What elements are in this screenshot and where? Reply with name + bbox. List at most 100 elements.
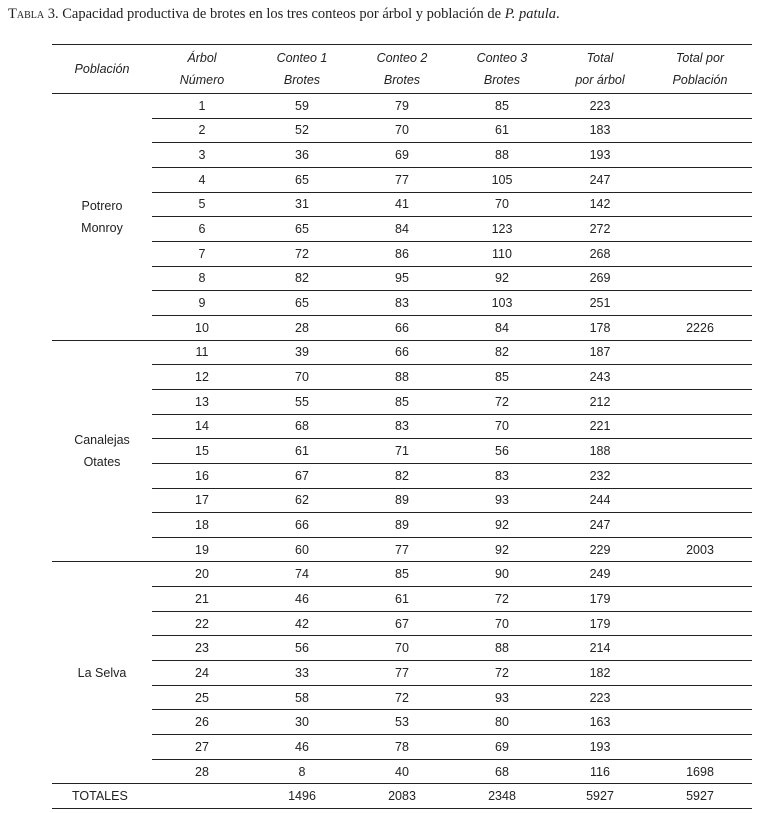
table-row: 16 67 82 83 232 xyxy=(52,463,752,489)
table-cell: 247 xyxy=(552,167,648,193)
table-cell: 11 xyxy=(152,340,252,366)
table-cell: 56 xyxy=(252,635,352,662)
table-cell: 249 xyxy=(552,561,648,588)
column-header-line: Brotes xyxy=(383,73,421,87)
population-total-cell xyxy=(648,463,752,489)
table-cell: 83 xyxy=(452,463,552,489)
table-cell: 46 xyxy=(252,734,352,760)
totals-cell: 5927 xyxy=(552,783,648,810)
table-cell: 82 xyxy=(352,463,452,489)
column-header: Conteo 3 Brotes xyxy=(452,44,552,94)
table-cell: 26 xyxy=(152,709,252,736)
table-cell: 68 xyxy=(252,414,352,440)
table-cell: 9 xyxy=(152,290,252,316)
population-total-cell xyxy=(648,216,752,242)
population-name: Potrero xyxy=(81,198,123,213)
table-cell: 88 xyxy=(452,635,552,662)
table-cell: 269 xyxy=(552,266,648,292)
table-cell: 8 xyxy=(252,759,352,785)
table-cell: 61 xyxy=(252,438,352,464)
population-total-cell: 1698 xyxy=(648,759,752,785)
table-cell: 95 xyxy=(352,266,452,292)
table-cell: 179 xyxy=(552,586,648,612)
table-cell: 20 xyxy=(152,561,252,588)
table-cell: 85 xyxy=(452,93,552,119)
table-cell: 82 xyxy=(252,266,352,292)
table-row: 21 46 61 72 179 xyxy=(52,586,752,612)
table-cell: 221 xyxy=(552,414,648,440)
table-cell: 52 xyxy=(252,118,352,144)
table-row: 3 36 69 88 193 xyxy=(52,142,752,168)
table-cell: 17 xyxy=(152,488,252,514)
column-header-line: Población xyxy=(672,73,728,87)
table-cell: 183 xyxy=(552,118,648,144)
population-total-cell xyxy=(648,561,752,588)
table-cell: 179 xyxy=(552,611,648,637)
table-cell: 243 xyxy=(552,364,648,390)
table-cell: 67 xyxy=(352,611,452,637)
table-cell: 65 xyxy=(252,216,352,242)
population-total-cell xyxy=(648,290,752,316)
table-cell: 21 xyxy=(152,586,252,612)
table-cell: 60 xyxy=(252,537,352,563)
table-cell: 105 xyxy=(452,167,552,193)
population-total-cell xyxy=(648,734,752,760)
column-header-line: Brotes xyxy=(283,73,321,87)
table-cell: 69 xyxy=(452,734,552,760)
table-cell: 4 xyxy=(152,167,252,193)
data-table: Población Árbol Número Conteo 1 Brotes Conteo… xyxy=(52,44,752,810)
table-cell: 78 xyxy=(352,734,452,760)
table-cell: 72 xyxy=(352,685,452,711)
table-cell: 247 xyxy=(552,512,648,538)
table-cell: 272 xyxy=(552,216,648,242)
column-header-line: Brotes xyxy=(483,73,521,87)
table-row: 17 62 89 93 244 xyxy=(52,488,752,514)
table-cell: 41 xyxy=(352,192,452,218)
table-row: 19 60 77 92 229 2003 xyxy=(52,537,752,563)
table-cell: 70 xyxy=(252,364,352,390)
table-cell: 88 xyxy=(452,142,552,168)
table-cell: 62 xyxy=(252,488,352,514)
table-cell: 82 xyxy=(452,340,552,366)
table-cell: 93 xyxy=(452,685,552,711)
table-cell: 187 xyxy=(552,340,648,366)
table-cell: 79 xyxy=(352,93,452,119)
table-cell: 77 xyxy=(352,660,452,686)
table-cell: 89 xyxy=(352,512,452,538)
table-cell: 65 xyxy=(252,167,352,193)
table-cell: 72 xyxy=(452,660,552,686)
population-total-cell xyxy=(648,512,752,538)
table-cell: 65 xyxy=(252,290,352,316)
table-cell: 92 xyxy=(452,266,552,292)
table-cell: 66 xyxy=(352,340,452,366)
table-cell: 70 xyxy=(452,611,552,637)
table-cell: 16 xyxy=(152,463,252,489)
table-row: 8 82 95 92 269 xyxy=(52,266,752,292)
table-cell: 93 xyxy=(452,488,552,514)
table-row: 10 28 66 84 178 2226 xyxy=(52,315,752,341)
table-cell: 85 xyxy=(352,561,452,588)
table-cell: 22 xyxy=(152,611,252,637)
table-row: 9 65 83 103 251 xyxy=(52,290,752,316)
table-row: 28 8 40 68 116 1698 xyxy=(52,759,752,785)
column-header-line: Total por xyxy=(675,51,725,65)
population-total-cell xyxy=(648,414,752,440)
table-cell: 61 xyxy=(352,586,452,612)
table-cell: 24 xyxy=(152,660,252,686)
table-cell: 142 xyxy=(552,192,648,218)
table-cell: 85 xyxy=(452,364,552,390)
totals-cell xyxy=(152,783,252,810)
population-name: La Selva xyxy=(77,665,127,680)
table-row: 4 65 77 105 247 xyxy=(52,167,752,193)
table-cell: 31 xyxy=(252,192,352,218)
table-cell: 19 xyxy=(152,537,252,563)
table-cell: 3 xyxy=(152,142,252,168)
table-row: 12 70 88 85 243 xyxy=(52,364,752,390)
table-row: 27 46 78 69 193 xyxy=(52,734,752,760)
population-total-cell xyxy=(648,241,752,267)
population-total-cell: 2226 xyxy=(648,315,752,341)
population-total-cell xyxy=(648,438,752,464)
table-cell: 66 xyxy=(252,512,352,538)
totals-row: TOTALES 1496 2083 2348 5927 5927 xyxy=(52,783,752,810)
table-cell: 36 xyxy=(252,142,352,168)
